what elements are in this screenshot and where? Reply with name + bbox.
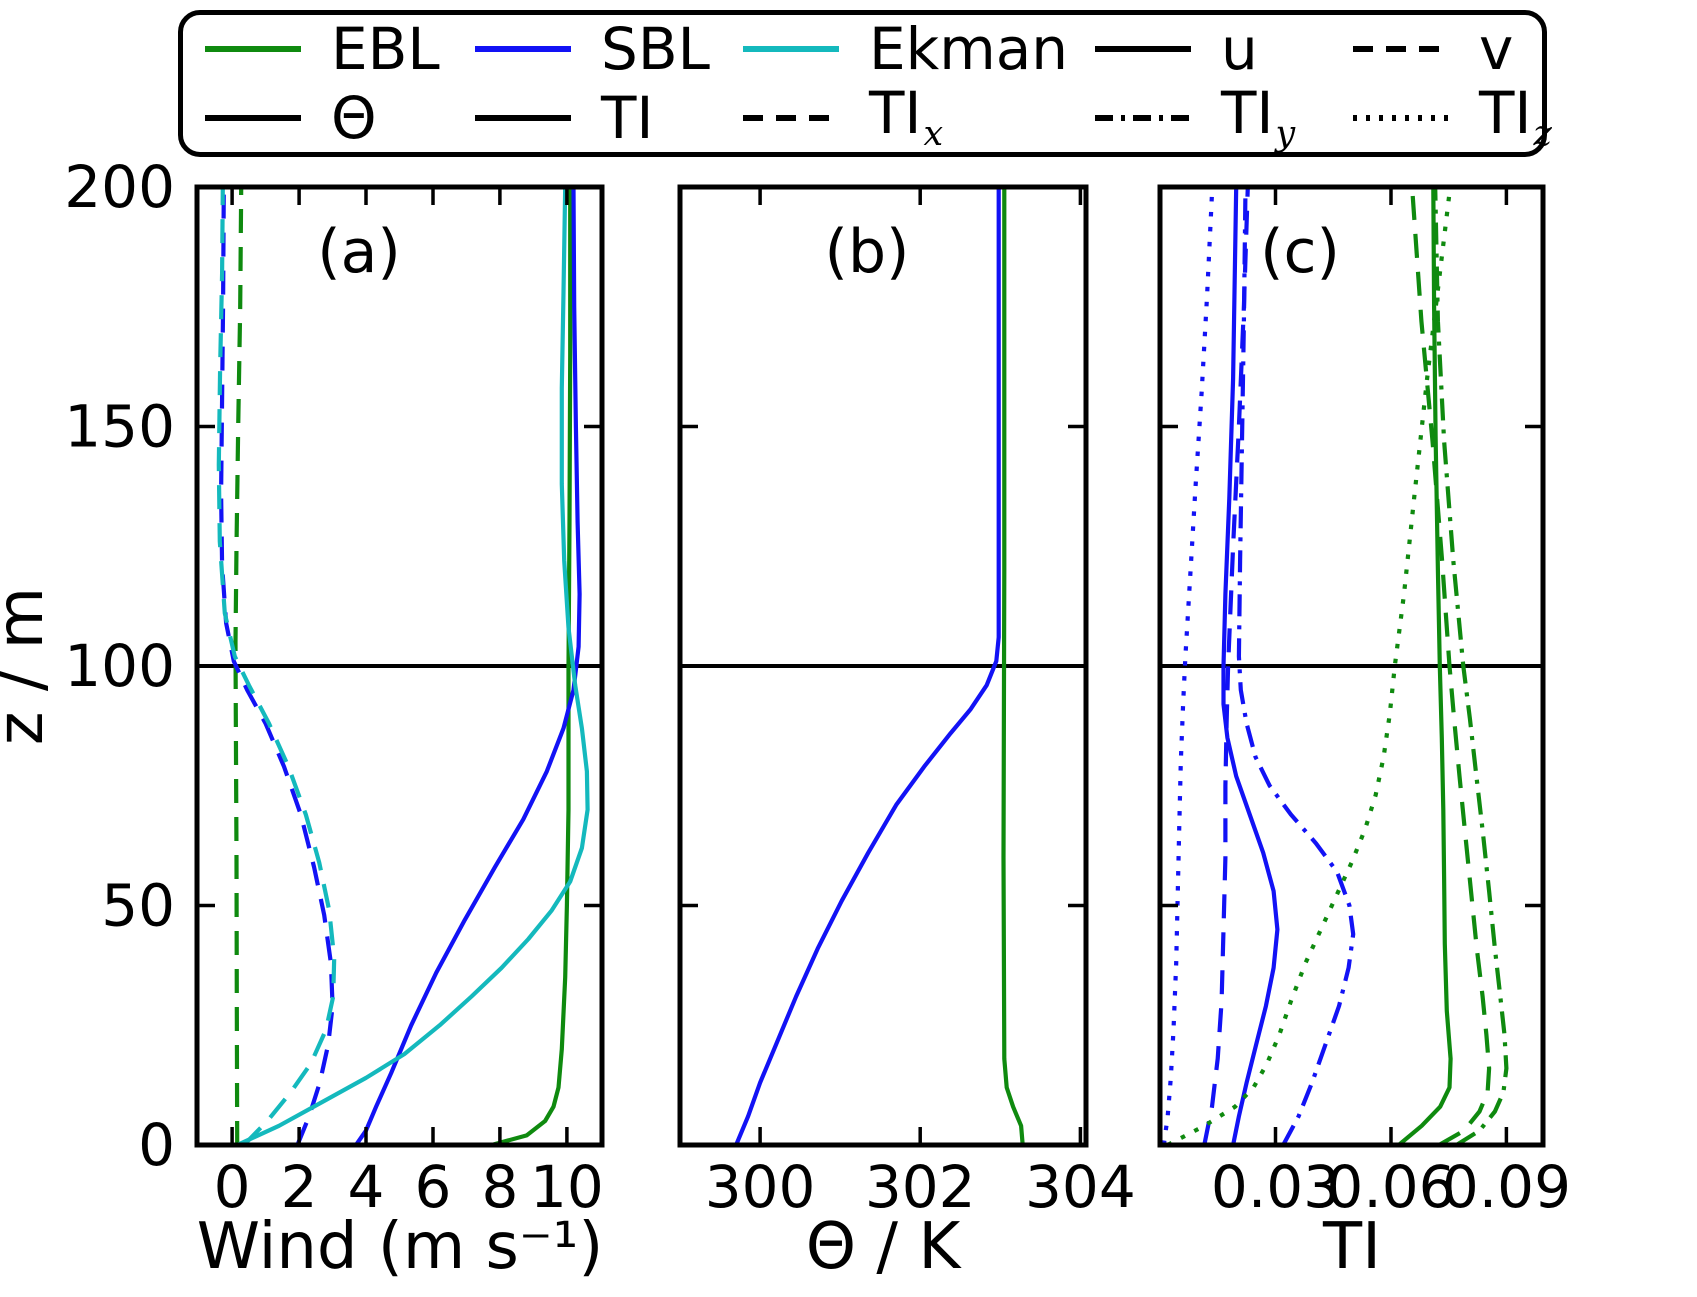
series-sbl-ti [1221,186,1280,1146]
x-tick-label: 2 [281,1153,318,1221]
panel-c: 0.030.060.09 (c) TI [1157,184,1571,1284]
x-tick-label: 0 [214,1153,251,1221]
series-ebl-tiy [1433,186,1509,1147]
legend-entry-v: v [1331,20,1531,78]
x-axis-label-c: TI [1322,1210,1381,1284]
solid-line-sample-icon [475,114,571,121]
solid-line-sample-icon [743,46,839,53]
legend-label-subscript: y [1275,113,1296,154]
series-ebl-θ [1001,187,1025,1146]
x-axis-label-a: Wind (m s⁻¹) [197,1210,604,1284]
legend-entry-ebl: EBL [183,20,453,78]
series-sbl-u [354,186,582,1147]
legend-label: TI [601,83,654,152]
y-tick-label: 200 [64,153,175,221]
legend-entry-θ: Θ [183,89,453,147]
legend-entry-sbl: SBL [453,20,721,78]
panel-letter-a: (a) [317,217,401,287]
x-tick-label: 0.09 [1442,1153,1571,1221]
legend-label: Ekman [869,15,1069,84]
series-sbl-tiy [1236,186,1356,1146]
panel-b: 300 302 304 (b) Θ / K [677,184,1136,1284]
y-tick-label: 150 [64,393,175,461]
legend-label-subscript: z [1533,113,1552,154]
legend-label: TIx [869,78,944,154]
y-tick-label: 50 [101,872,175,940]
x-tick-label: 302 [865,1153,976,1221]
series-sbl-tix [1202,186,1250,1146]
x-tick-label: 0.06 [1326,1153,1455,1221]
legend-label: v [1479,15,1514,84]
legend-label: TIy [1221,78,1296,154]
dotted-line-sample-icon [1353,114,1449,121]
x-tick-label: 4 [348,1153,385,1221]
dashed-line-sample-icon [1353,46,1449,53]
legend-entry-tiz: TIz [1331,84,1552,152]
series-ebl-u [490,187,573,1148]
panel-letter-c: (c) [1260,217,1340,287]
legend-entry-ti: TI [453,89,721,147]
legend-label: TIz [1479,78,1552,154]
legend-label: EBL [331,15,440,84]
series-ekman-u [236,186,590,1147]
y-tick-label: 100 [64,632,175,700]
series-sbl-v [219,186,335,1146]
series-ebl-v [233,186,244,1146]
x-tick-label: 6 [415,1153,452,1221]
x-tick-label: 0.03 [1211,1153,1340,1221]
legend-entry-tiy: TIy [1073,84,1331,152]
legend-entry-ekman: Ekman [721,20,1073,78]
x-tick-label: 10 [530,1153,604,1221]
solid-line-sample-icon [1095,46,1191,53]
panel-letter-b: (b) [825,217,910,287]
x-tick-label: 304 [1025,1153,1136,1221]
series-ebl-ti [1397,186,1453,1147]
legend-label: u [1221,15,1258,84]
y-tick-label: 0 [138,1111,175,1179]
legend-label: SBL [601,15,710,84]
legend-entry-tix: TIx [721,84,1073,152]
series-sbl-tiz [1161,186,1215,1146]
y-axis-label: z / m [0,587,58,745]
solid-line-sample-icon [475,46,571,53]
legend-entry-u: u [1073,20,1331,78]
legend: EBL SBL Ekman u v Θ TI TIx TIy TIz [178,10,1552,157]
x-tick-label: 300 [705,1153,816,1221]
x-axis-label-b: Θ / K [806,1210,963,1284]
x-tick-label: 8 [481,1153,518,1221]
legend-label-subscript: x [923,113,944,154]
solid-line-sample-icon [205,46,301,53]
legend-label: Θ [331,83,377,152]
series-sbl-θ [734,187,1001,1146]
series-ekman-v [216,186,337,1147]
solid-line-sample-icon [205,114,301,121]
dashed-line-sample-icon [743,114,839,121]
dashdot-line-sample-icon [1095,114,1191,121]
